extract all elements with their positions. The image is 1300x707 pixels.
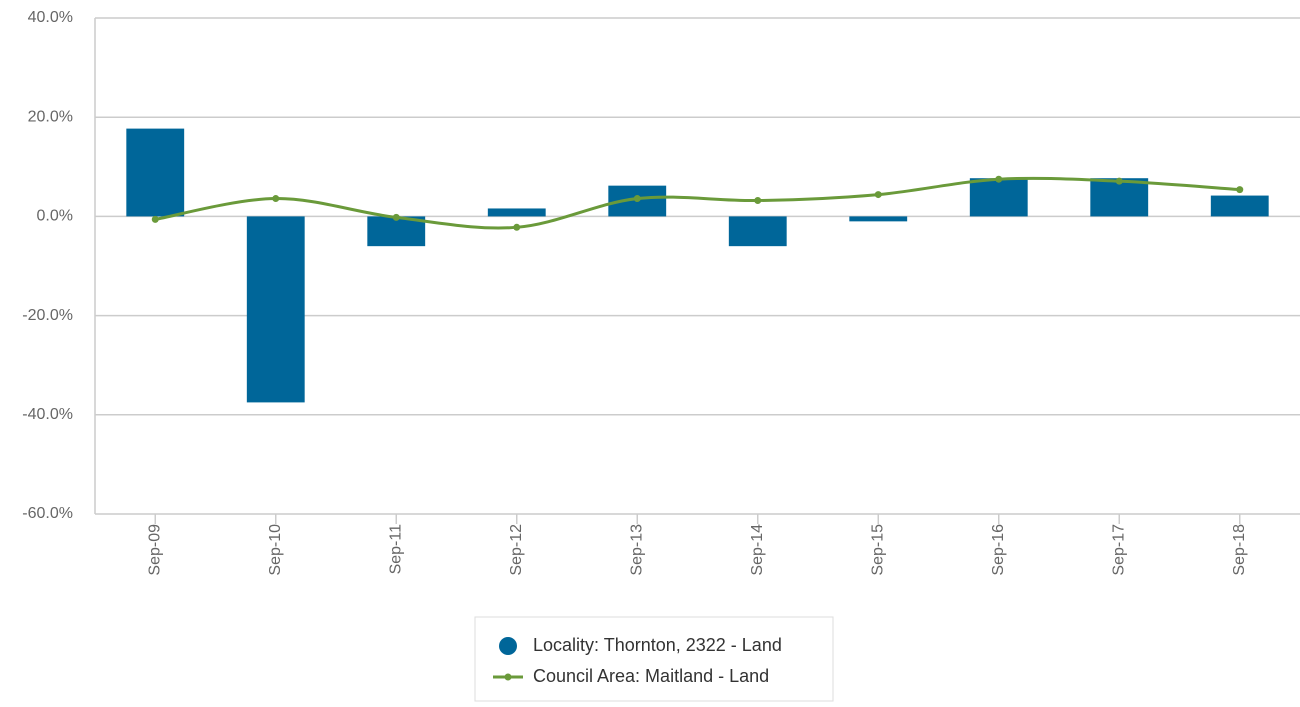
bar bbox=[126, 128, 185, 217]
line-point bbox=[513, 223, 521, 231]
x-tick-label: Sep-18 bbox=[1231, 524, 1248, 576]
line-point bbox=[392, 213, 400, 221]
line-point bbox=[151, 215, 159, 223]
line-point bbox=[272, 195, 280, 203]
line-point bbox=[1236, 186, 1244, 194]
line-point bbox=[995, 175, 1003, 183]
line-point bbox=[633, 195, 641, 203]
bar bbox=[246, 216, 305, 403]
legend-swatch-point bbox=[504, 673, 512, 681]
x-tick-label: Sep-10 bbox=[267, 524, 284, 576]
line bbox=[154, 176, 1240, 230]
line-point bbox=[874, 191, 882, 199]
line-point bbox=[754, 197, 762, 205]
x-tick-label: Sep-13 bbox=[628, 524, 645, 576]
x-tick-label: Sep-11 bbox=[387, 524, 404, 575]
y-tick-label: -40.0% bbox=[22, 406, 73, 423]
y-tick-label: 0.0% bbox=[37, 208, 73, 225]
legend-box bbox=[474, 616, 834, 702]
y-tick-label: -60.0% bbox=[22, 505, 73, 522]
x-tick-label: Sep-17 bbox=[1110, 524, 1127, 576]
y-tick-label: -20.0% bbox=[22, 307, 73, 324]
line-point bbox=[1115, 177, 1123, 185]
legend-swatch bbox=[499, 637, 517, 655]
bar bbox=[849, 216, 908, 222]
y-tick-label: 20.0% bbox=[28, 108, 73, 125]
bar bbox=[728, 216, 787, 247]
bar bbox=[1210, 195, 1269, 217]
legend-label: Council Area: Maitland - Land bbox=[533, 666, 769, 686]
x-tick-label: Sep-09 bbox=[146, 524, 163, 576]
bar bbox=[969, 178, 1028, 217]
y-tick-label: 40.0% bbox=[28, 9, 73, 26]
x-tick-label: Sep-16 bbox=[990, 524, 1007, 576]
x-tick-label: Sep-14 bbox=[749, 524, 766, 576]
bar bbox=[487, 208, 546, 217]
x-tick-label: Sep-15 bbox=[869, 524, 886, 576]
legend-label: Locality: Thornton, 2322 - Land bbox=[533, 635, 782, 655]
x-tick-label: Sep-12 bbox=[508, 524, 525, 576]
